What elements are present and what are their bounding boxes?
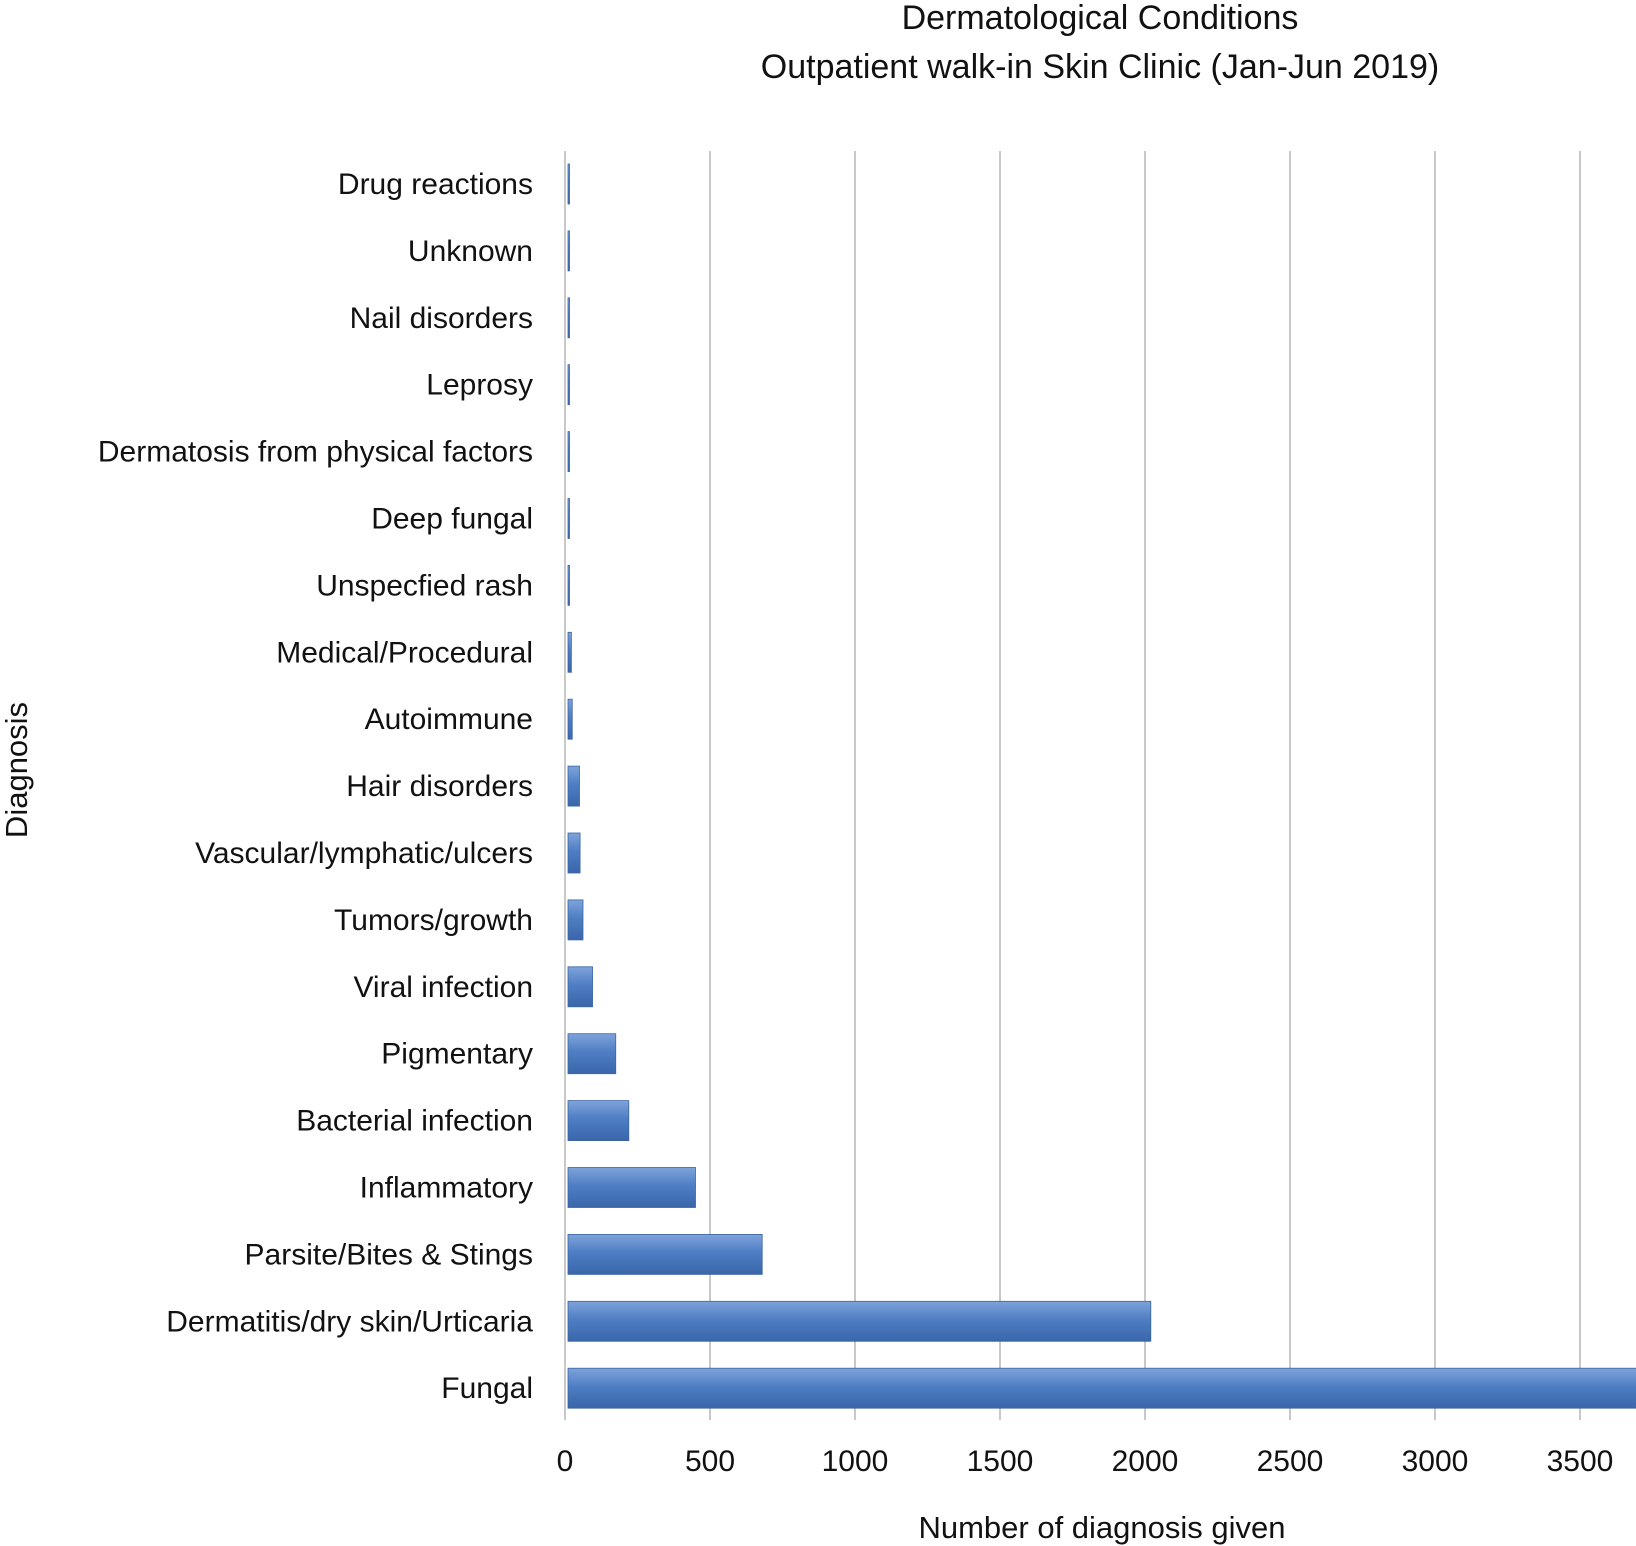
category-label-2: Nail disorders <box>350 302 533 335</box>
category-label-14: Bacterial infection <box>296 1105 533 1138</box>
x-tick-label-3000: 3000 <box>1402 1445 1469 1478</box>
category-label-5: Deep fungal <box>371 503 533 536</box>
category-label-7: Medical/Procedural <box>276 636 533 669</box>
bar-13 <box>567 1033 617 1075</box>
bar-2 <box>567 297 570 339</box>
bar-6 <box>567 565 570 606</box>
category-label-6: Unspecfied rash <box>316 569 533 602</box>
bar-5 <box>567 498 570 539</box>
category-label-15: Inflammatory <box>360 1172 533 1205</box>
category-label-11: Tumors/growth <box>334 904 533 937</box>
x-tick-label-0: 0 <box>557 1445 574 1478</box>
bar-4 <box>567 431 570 473</box>
category-label-16: Parsite/Bites & Stings <box>245 1238 533 1271</box>
category-label-0: Drug reactions <box>338 168 533 201</box>
y-axis-title: Diagnosis <box>0 702 34 838</box>
bar-18 <box>567 1367 1636 1409</box>
bar-3 <box>567 364 570 406</box>
x-tick-label-500: 500 <box>685 1445 735 1478</box>
category-label-8: Autoimmune <box>365 703 533 736</box>
bar-12 <box>567 966 593 1008</box>
bar-7 <box>567 631 572 673</box>
category-label-9: Hair disorders <box>346 770 533 803</box>
x-axis-title: Number of diagnosis given <box>918 1510 1285 1545</box>
bar-11 <box>567 899 584 941</box>
category-label-17: Dermatitis/dry skin/Urticaria <box>166 1305 533 1338</box>
category-label-12: Viral infection <box>353 971 533 1004</box>
category-label-3: Leprosy <box>426 369 533 402</box>
x-tick-label-1500: 1500 <box>967 1445 1034 1478</box>
category-label-1: Unknown <box>408 235 533 268</box>
bar-0 <box>567 163 570 205</box>
bar-9 <box>567 765 580 807</box>
bars <box>567 163 1636 1409</box>
category-labels: Drug reactions Unknown Nail disorders Lepro… <box>98 168 533 1405</box>
chart-subtitle: Outpatient walk-in Skin Clinic (Jan-Jun … <box>761 48 1439 86</box>
x-tick-label-2500: 2500 <box>1257 1445 1324 1478</box>
chart-title: Dermatological Conditions <box>902 0 1299 37</box>
bar-17 <box>567 1300 1152 1342</box>
category-label-13: Pigmentary <box>381 1038 533 1071</box>
x-tick-labels: 0 500 1000 1500 2000 2500 3000 3500 <box>557 1445 1614 1478</box>
bar-10 <box>567 832 581 874</box>
x-tick-label-2000: 2000 <box>1112 1445 1179 1478</box>
category-label-18: Fungal <box>441 1372 533 1405</box>
bar-15 <box>567 1167 696 1208</box>
bar-14 <box>567 1100 630 1141</box>
x-tick-label-3500: 3500 <box>1547 1445 1614 1478</box>
category-label-4: Dermatosis from physical factors <box>98 436 533 469</box>
gridlines <box>564 151 1581 1420</box>
category-label-10: Vascular/lymphatic/ulcers <box>195 837 533 870</box>
bar-8 <box>567 698 573 740</box>
x-tick-label-1000: 1000 <box>822 1445 889 1478</box>
bar-16 <box>567 1234 763 1275</box>
bar-1 <box>567 230 570 272</box>
